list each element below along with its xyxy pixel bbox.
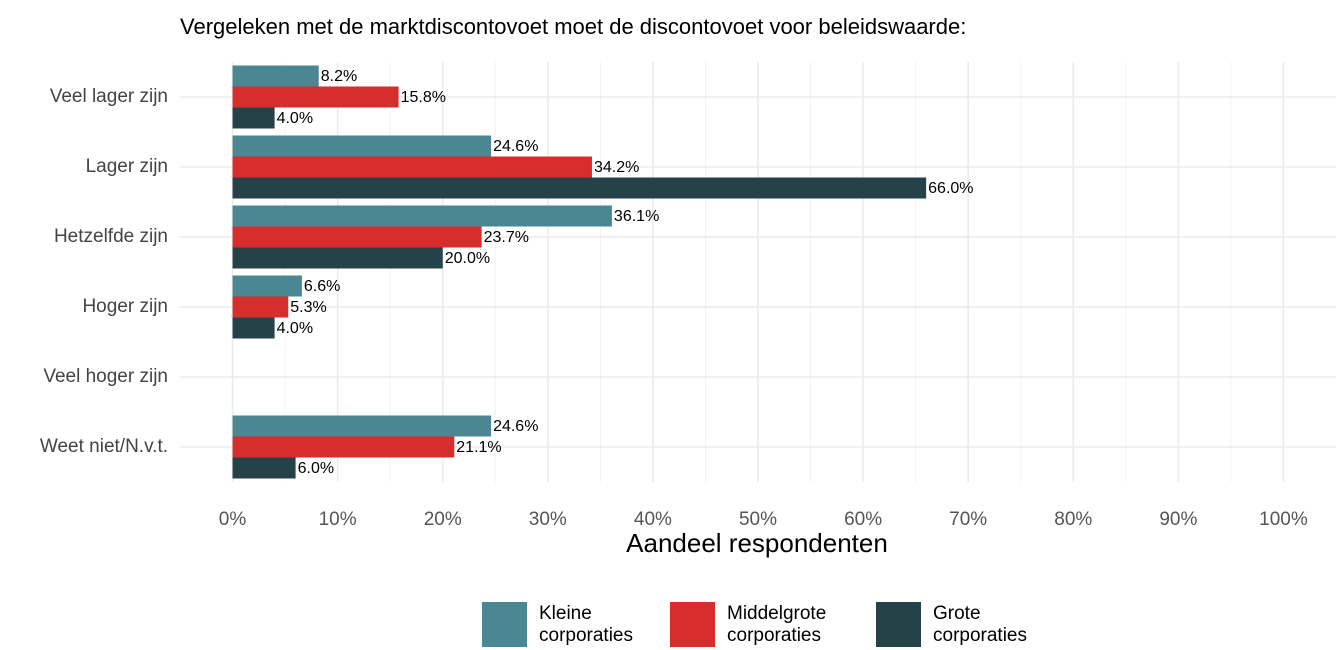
x-tick-label: 90% [1159,509,1197,530]
bar [232,226,482,248]
y-tick-label: Hoger zijn [82,296,168,317]
x-tick-label: 80% [1054,509,1092,530]
legend-label: Kleine corporaties [539,603,633,646]
chart-title: Vergeleken met de marktdiscontovoet moet… [180,14,966,39]
bar [232,275,302,297]
y-tick-label: Veel hoger zijn [43,366,168,387]
bar [232,296,289,318]
x-tick-label: 20% [424,509,462,530]
legend-swatch [670,602,715,647]
y-tick-label: Veel lager zijn [50,86,168,107]
value-label: 4.0% [277,320,313,337]
x-tick-label: 0% [219,509,247,530]
x-tick-label: 70% [949,509,987,530]
bar [232,135,492,157]
bar [232,436,455,458]
bar [232,177,927,199]
value-label: 24.6% [493,138,538,155]
value-label: 5.3% [290,299,326,316]
value-label: 36.1% [614,208,659,225]
bar [232,247,443,269]
x-tick-label: 100% [1259,509,1308,530]
value-label: 6.6% [304,278,340,295]
value-label: 15.8% [401,89,446,106]
x-tick-label: 10% [319,509,357,530]
value-label: 21.1% [456,439,501,456]
bar [232,86,399,108]
bar [232,107,275,129]
legend-swatch [876,602,921,647]
legend-swatch [482,602,527,647]
bar [232,205,612,227]
y-tick-label: Lager zijn [86,156,168,177]
bar [232,457,296,479]
value-label: 4.0% [277,110,313,127]
x-tick-label: 50% [739,509,777,530]
bar [232,317,275,339]
legend-label: Grote corporaties [933,603,1027,646]
value-label: 8.2% [321,68,357,85]
y-tick-label: Weet niet/N.v.t. [40,436,168,457]
x-tick-label: 30% [529,509,567,530]
value-label: 23.7% [484,229,529,246]
value-label: 24.6% [493,418,538,435]
bar [232,65,319,87]
value-label: 34.2% [594,159,639,176]
value-label: 20.0% [445,250,490,267]
y-tick-label: Hetzelfde zijn [54,226,168,247]
bar [232,415,492,437]
legend-label: Middelgrote corporaties [727,603,826,646]
value-label: 66.0% [928,180,973,197]
x-tick-label: 40% [634,509,672,530]
x-axis-title: Aandeel respondenten [626,528,888,558]
value-label: 6.0% [298,460,334,477]
bar [232,156,592,178]
x-tick-label: 60% [844,509,882,530]
